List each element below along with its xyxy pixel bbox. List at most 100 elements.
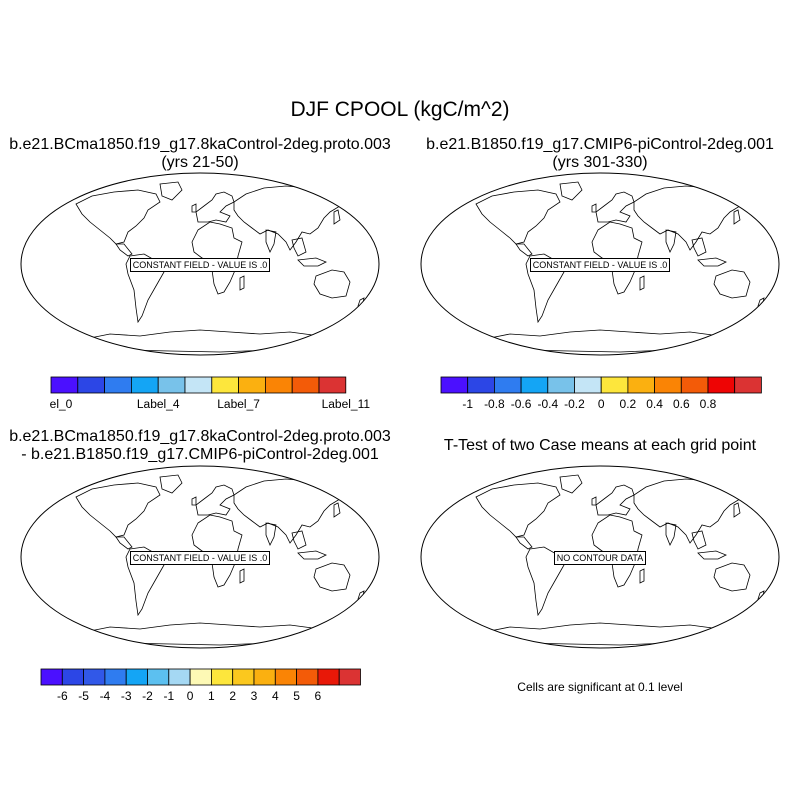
colorbar-box <box>600 376 629 394</box>
map-label: CONSTANT FIELD - VALUE IS .0 <box>20 258 380 272</box>
panel-4-map: NO CONTOUR DATA <box>420 465 780 649</box>
colorbar-box <box>317 668 340 686</box>
coastline <box>333 502 341 518</box>
colorbar-label: 0 <box>598 397 605 411</box>
coastline <box>291 530 307 550</box>
panel-2-colorbar-svg: -1 -0.8 -0.6 -0.4 -0.2 0 0.2 0.4 0.6 0.8 <box>440 376 762 411</box>
colorbar-box <box>83 668 106 686</box>
coastline <box>515 536 533 550</box>
colorbar-label: Label_0 <box>50 397 73 411</box>
coastline <box>595 191 635 223</box>
coastline <box>697 550 727 560</box>
colorbar-label: -0.2 <box>564 397 585 411</box>
coastline <box>713 562 751 592</box>
coastline <box>115 243 133 257</box>
coastline <box>239 275 245 291</box>
panel-1-title-line2: (yrs 21-50) <box>161 154 239 171</box>
panel-1-colorbar-svg: Label_0 Label_4 Label_7 Label_11 <box>30 376 370 411</box>
coastline <box>191 221 243 295</box>
coastline <box>191 514 243 588</box>
colorbar-box <box>104 376 132 394</box>
panel-1-title-line1: b.e21.BCma1850.f19_g17.8kaControl-2deg.p… <box>9 136 391 153</box>
coastline <box>297 257 327 267</box>
colorbar-label: 3 <box>251 689 258 703</box>
coastline <box>697 257 727 267</box>
colorbar-box <box>296 668 319 686</box>
colorbar-label: 6 <box>315 689 322 703</box>
coastline <box>115 536 133 550</box>
coastline <box>78 329 342 353</box>
coastline <box>478 329 742 353</box>
colorbar-label: -6 <box>57 689 68 703</box>
coastline <box>591 203 597 213</box>
coastline <box>75 482 161 538</box>
colorbar-box <box>125 668 148 686</box>
coastline <box>595 484 635 516</box>
colorbar-box <box>547 376 575 394</box>
panel-3-title-line1: b.e21.BCma1850.f19_g17.8kaControl-2deg.p… <box>9 428 391 445</box>
map-label: CONSTANT FIELD - VALUE IS .0 <box>20 551 380 565</box>
colorbar-box <box>707 376 736 394</box>
map-label: NO CONTOUR DATA <box>420 551 780 565</box>
coastline <box>191 496 197 506</box>
colorbar-box <box>627 376 655 394</box>
colorbar-label: -4 <box>100 689 111 703</box>
panel-1-colorbar: Label_0 Label_4 Label_7 Label_11 <box>30 376 375 421</box>
coastline <box>265 522 277 546</box>
coastline <box>515 243 533 257</box>
coastline <box>291 237 307 257</box>
colorbar-box <box>680 376 709 394</box>
coastline <box>475 189 561 245</box>
coastline <box>478 622 742 646</box>
coastline <box>313 269 351 299</box>
colorbar-label: 0.8 <box>700 397 717 411</box>
panel-4-title-line1: T-Test of two Case means at each grid po… <box>443 437 757 454</box>
coastline <box>591 221 643 295</box>
colorbar-box <box>104 668 127 686</box>
colorbar-box <box>147 668 170 686</box>
colorbar-box <box>493 376 522 394</box>
map-label: CONSTANT FIELD - VALUE IS .0 <box>420 258 780 272</box>
coastline <box>559 181 583 201</box>
panel-3-title: b.e21.BCma1850.f19_g17.8kaControl-2deg.p… <box>0 428 400 464</box>
coastline <box>239 568 245 584</box>
coastline <box>591 514 643 588</box>
coastline <box>297 550 327 560</box>
coastline <box>733 209 741 225</box>
colorbar-label: -3 <box>121 689 132 703</box>
colorbar-box <box>40 668 63 686</box>
colorbar-label: -0.6 <box>511 397 532 411</box>
coastline <box>75 189 161 245</box>
colorbar-box <box>440 376 469 394</box>
colorbar-box <box>338 668 361 686</box>
colorbar-label: -1 <box>462 397 473 411</box>
colorbar-box <box>274 668 298 686</box>
coastline <box>159 181 183 201</box>
panel-3-title-line2: - b.e21.B1850.f19_g17.CMIP6-piControl-2d… <box>21 446 379 463</box>
coastline <box>233 478 347 544</box>
panel-4-title: T-Test of two Case means at each grid po… <box>400 437 800 455</box>
coastline <box>78 622 342 646</box>
colorbar-box <box>61 668 84 686</box>
coastline <box>691 237 707 257</box>
coastline <box>559 474 583 494</box>
panel-2-title-line1: b.e21.B1850.f19_g17.CMIP6-piControl-2deg… <box>426 136 774 153</box>
colorbar-label: -0.4 <box>537 397 558 411</box>
coastline <box>159 474 183 494</box>
colorbar-label: 5 <box>293 689 300 703</box>
panel-2-map: CONSTANT FIELD - VALUE IS .0 <box>420 172 780 356</box>
colorbar-box <box>210 668 234 686</box>
panel-4-map-svg <box>420 465 780 649</box>
main-title: DJF CPOOL (kgC/m^2) <box>290 98 510 121</box>
coastline <box>591 496 597 506</box>
colorbar-box <box>157 376 186 394</box>
colorbar-box <box>467 376 495 394</box>
panel-1-map-svg <box>20 172 380 356</box>
coastlines <box>75 474 365 646</box>
map-border <box>420 172 780 356</box>
coastline <box>195 484 235 516</box>
panel-2-title-line2: (yrs 301-330) <box>552 154 648 171</box>
panel-3-colorbar-svg: -6 -5 -4 -3 -2 -1 0 1 2 3 4 5 6 <box>40 668 361 703</box>
coastline <box>713 269 751 299</box>
colorbar-box <box>253 668 276 686</box>
